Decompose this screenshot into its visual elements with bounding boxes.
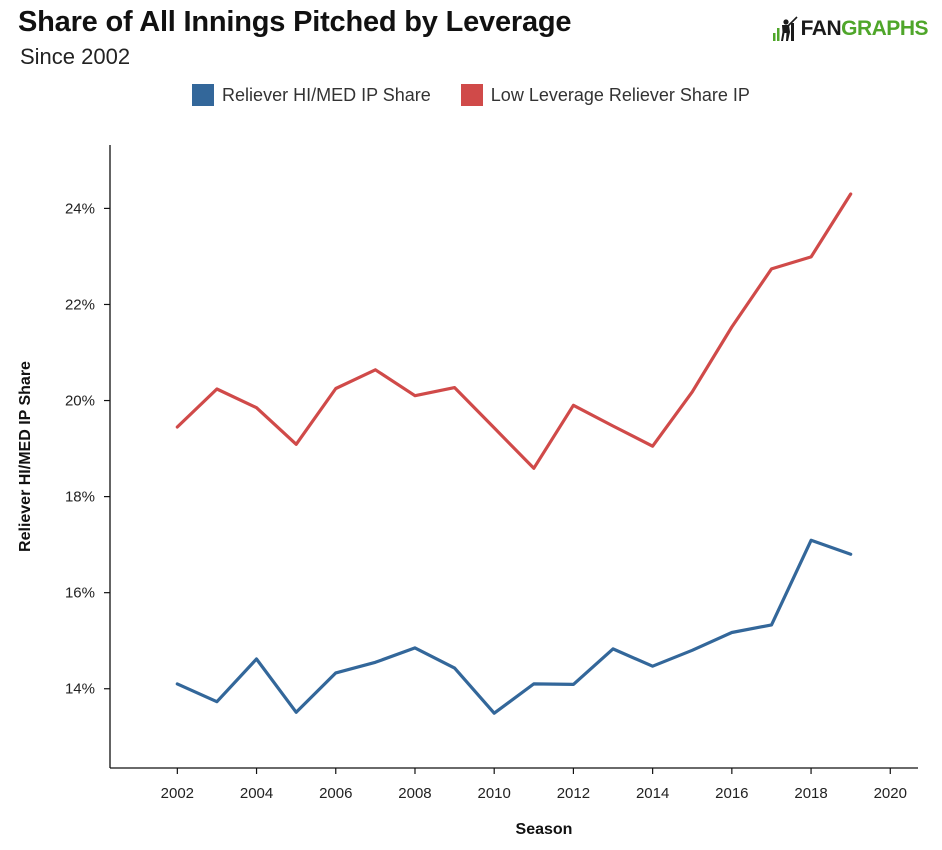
x-tick-label: 2012 <box>557 785 590 802</box>
y-tick-label: 24% <box>65 200 95 217</box>
y-tick-label: 18% <box>65 489 95 506</box>
x-tick-label: 2010 <box>478 785 511 802</box>
legend-item-low-leverage: Low Leverage Reliever Share IP <box>460 84 750 106</box>
y-tick-label: 20% <box>65 393 95 410</box>
x-tick-label: 2006 <box>319 785 352 802</box>
series-line-low-leverage <box>175 192 853 470</box>
x-tick-label: 2018 <box>794 785 827 802</box>
x-tick-label: 2014 <box>636 785 669 802</box>
batter-silhouette-icon <box>772 16 798 41</box>
x-axis-title: Season <box>516 821 573 838</box>
fangraphs-logo: FAN GRAPHS <box>771 14 928 44</box>
legend-swatch-red <box>460 84 483 106</box>
x-tick-label: 2016 <box>715 785 748 802</box>
y-tick-label: 16% <box>65 585 95 602</box>
y-tick-label: 22% <box>65 296 95 313</box>
logo-text-fan: FAN <box>800 17 842 40</box>
x-tick-label: 2008 <box>398 785 431 802</box>
y-axis-title: Reliever HI/MED IP Share <box>17 361 34 552</box>
x-tick-label: 2002 <box>161 785 194 802</box>
chart-legend: Reliever HI/MED IP Share Low Leverage Re… <box>0 84 942 106</box>
logo-text-graphs: GRAPHS <box>841 17 928 40</box>
legend-label-low-leverage: Low Leverage Reliever Share IP <box>490 84 750 105</box>
legend-label-hi-med: Reliever HI/MED IP Share <box>222 84 431 105</box>
chart-subtitle: Since 2002 <box>20 44 131 69</box>
chart-title: Share of All Innings Pitched by Leverage <box>18 6 572 38</box>
x-tick-label: 2004 <box>240 785 273 802</box>
y-tick-label: 14% <box>65 681 95 698</box>
legend-swatch-blue <box>192 84 215 106</box>
series-line-hi-med <box>175 538 853 715</box>
legend-item-hi-med: Reliever HI/MED IP Share <box>192 84 431 106</box>
x-tick-label: 2020 <box>874 785 907 802</box>
